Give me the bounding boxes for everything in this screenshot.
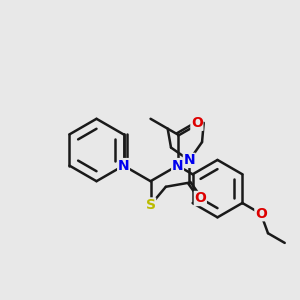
Text: N: N (183, 153, 195, 167)
Text: N: N (118, 159, 129, 172)
Text: S: S (146, 198, 156, 212)
Text: O: O (191, 116, 203, 130)
Text: N: N (172, 159, 183, 172)
Text: O: O (255, 207, 267, 221)
Text: O: O (194, 191, 206, 206)
